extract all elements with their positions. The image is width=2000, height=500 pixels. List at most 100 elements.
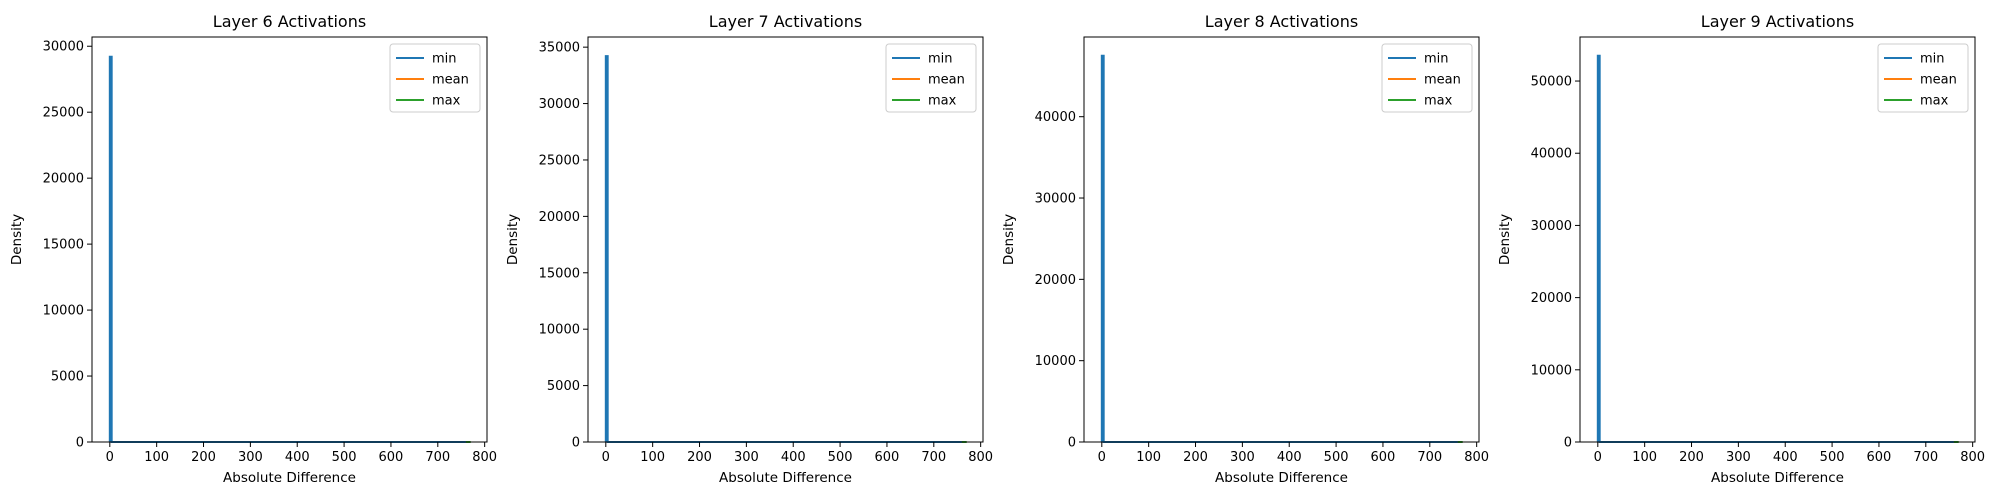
x-axis-label: Absolute Difference: [719, 470, 852, 486]
y-axis-label: Density: [505, 214, 521, 265]
legend-box: [1877, 43, 1969, 113]
legend-box: [1381, 43, 1473, 113]
legend-label-max: max: [1920, 94, 1949, 109]
y-tick-label: 30000: [43, 40, 84, 55]
axes-frame: [587, 36, 984, 443]
x-tick-label: 200: [1183, 450, 1208, 465]
x-tick-label: 800: [472, 450, 497, 465]
legend-label-min: min: [432, 52, 457, 67]
legend-label-max: max: [928, 94, 957, 109]
x-tick-label: 500: [1820, 450, 1845, 465]
y-tick-label: 10000: [43, 304, 84, 319]
legend-label-mean: mean: [928, 73, 965, 88]
chart-panel-6: 0 100 200 300 400 500 600 700 800 0 5000 10000 15000…: [9, 12, 497, 486]
chart-title: Layer 6 Activations: [213, 12, 366, 31]
x-tick-label: 500: [332, 450, 357, 465]
legend-box: [885, 43, 977, 113]
y-tick-label: 10000: [1531, 363, 1572, 378]
x-tick-label: 400: [1277, 450, 1302, 465]
y-axis-label: Density: [9, 214, 25, 265]
x-tick-label: 100: [640, 450, 665, 465]
y-tick-label: 10000: [539, 323, 580, 338]
legend: min mean max: [389, 43, 481, 113]
y-tick-label: 50000: [1531, 75, 1572, 90]
legend: min mean max: [885, 43, 977, 113]
y-axis-label: Density: [1497, 214, 1513, 265]
x-tick-label: 400: [781, 450, 806, 465]
x-tick-label: 200: [1679, 450, 1704, 465]
x-tick-label: 800: [1960, 450, 1985, 465]
chart-panel-8: 0 100 200 300 400 500 600 700 800 0 10000 20000 3000…: [1001, 12, 1489, 486]
series-line-min: [1100, 54, 1463, 443]
y-tick-label: 30000: [1035, 192, 1076, 207]
chart-title: Layer 9 Activations: [1701, 12, 1854, 31]
y-tick-label: 5000: [51, 370, 84, 385]
x-tick-label: 400: [1773, 450, 1798, 465]
y-tick-label: 20000: [1531, 291, 1572, 306]
y-tick-label: 0: [76, 436, 84, 451]
x-tick-label: 0: [602, 450, 610, 465]
y-tick-label: 20000: [1035, 273, 1076, 288]
x-tick-label: 300: [734, 450, 759, 465]
x-tick-label: 200: [191, 450, 216, 465]
chart-panel-9: 0 100 200 300 400 500 600 700 800 0 10000 20000 3000…: [1497, 12, 1985, 486]
x-tick-label: 700: [1417, 450, 1442, 465]
x-tick-label: 800: [1464, 450, 1489, 465]
x-tick-label: 500: [828, 450, 853, 465]
legend-label-min: min: [928, 52, 953, 67]
y-tick-label: 40000: [1531, 147, 1572, 162]
chart-title: Layer 8 Activations: [1205, 12, 1358, 31]
chart-title: Layer 7 Activations: [709, 12, 862, 31]
x-tick-label: 300: [238, 450, 263, 465]
x-tick-label: 800: [968, 450, 993, 465]
y-tick-label: 15000: [539, 266, 580, 281]
y-tick-label: 20000: [43, 172, 84, 187]
x-tick-label: 0: [1098, 450, 1106, 465]
axes-frame: [1579, 36, 1976, 443]
x-axis-label: Absolute Difference: [1215, 470, 1348, 486]
y-tick-label: 0: [1068, 436, 1076, 451]
legend-label-min: min: [1920, 52, 1945, 67]
x-tick-label: 100: [144, 450, 169, 465]
series-line-min: [1596, 54, 1959, 443]
y-tick-label: 0: [572, 436, 580, 451]
legend-label-max: max: [432, 94, 461, 109]
x-tick-label: 200: [687, 450, 712, 465]
x-tick-label: 100: [1632, 450, 1657, 465]
y-tick-label: 30000: [539, 97, 580, 112]
x-tick-label: 700: [425, 450, 450, 465]
x-tick-label: 300: [1230, 450, 1255, 465]
x-tick-label: 700: [1913, 450, 1938, 465]
x-tick-label: 600: [875, 450, 900, 465]
x-tick-label: 300: [1726, 450, 1751, 465]
x-tick-label: 0: [106, 450, 114, 465]
legend-label-mean: mean: [1424, 73, 1461, 88]
legend-label-mean: mean: [1920, 73, 1957, 88]
y-tick-label: 35000: [539, 41, 580, 56]
legend-label-min: min: [1424, 52, 1449, 67]
x-tick-label: 0: [1594, 450, 1602, 465]
y-tick-label: 25000: [539, 153, 580, 168]
axes-frame: [91, 36, 488, 443]
x-tick-label: 700: [921, 450, 946, 465]
axes-frame: [1083, 36, 1480, 443]
y-tick-label: 25000: [43, 106, 84, 121]
y-tick-label: 10000: [1035, 354, 1076, 369]
legend: min mean max: [1381, 43, 1473, 113]
legend: min mean max: [1877, 43, 1969, 113]
legend-box: [389, 43, 481, 113]
y-tick-label: 40000: [1035, 110, 1076, 125]
y-tick-label: 20000: [539, 210, 580, 225]
y-axis-label: Density: [1001, 214, 1017, 265]
x-tick-label: 600: [1867, 450, 1892, 465]
x-tick-label: 500: [1324, 450, 1349, 465]
x-tick-label: 600: [379, 450, 404, 465]
y-tick-label: 5000: [547, 379, 580, 394]
chart-panel-7: 0 100 200 300 400 500 600 700 800 0 5000 10000 15000…: [505, 12, 993, 486]
legend-label-max: max: [1424, 94, 1453, 109]
x-tick-label: 600: [1371, 450, 1396, 465]
legend-label-mean: mean: [432, 73, 469, 88]
y-tick-label: 0: [1564, 436, 1572, 451]
y-tick-label: 30000: [1531, 219, 1572, 234]
